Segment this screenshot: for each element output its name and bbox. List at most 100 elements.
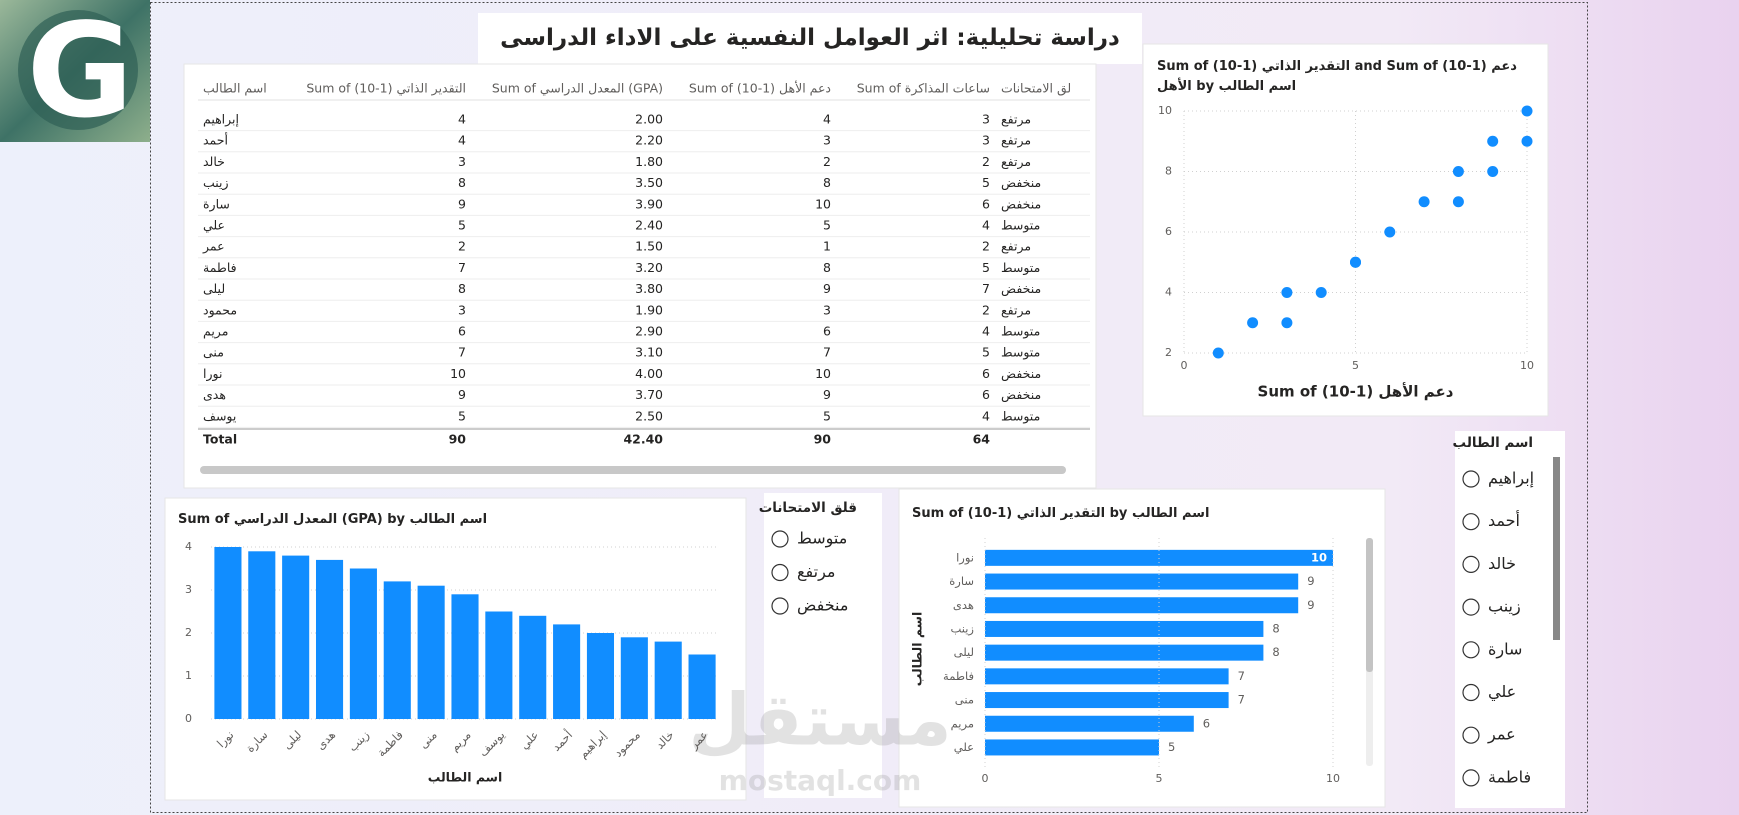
slicer-item[interactable]: متوسط <box>797 529 847 549</box>
radio[interactable] <box>1462 598 1480 616</box>
cell: منخفض <box>1001 387 1041 403</box>
cell: 7 <box>823 345 831 360</box>
slicer-item[interactable]: عمر <box>1487 725 1516 745</box>
point <box>1418 196 1430 208</box>
total-cell: 90 <box>449 432 467 447</box>
radio[interactable] <box>1462 555 1480 574</box>
cell: مرتفع <box>1001 154 1031 170</box>
cell: 5 <box>458 218 466 233</box>
x-axis-title: اسم الطالب <box>428 770 503 785</box>
cell: 2.20 <box>635 133 663 148</box>
radio[interactable] <box>1462 769 1480 787</box>
y-axis-title: اسم الطالب <box>910 612 925 687</box>
radio[interactable] <box>1462 683 1480 702</box>
radio[interactable] <box>1462 470 1480 488</box>
logo: G <box>27 0 134 147</box>
cell: 2 <box>982 154 990 169</box>
x-axis-title: Sum of (10-1) دعم الأهل <box>1258 383 1454 401</box>
bar <box>985 668 1229 685</box>
x-tick-label: 10 <box>1326 772 1340 785</box>
radio[interactable] <box>1462 641 1480 659</box>
cell: علي <box>203 218 225 233</box>
bar <box>620 637 648 719</box>
watermark: mostaql.com <box>719 764 922 797</box>
cell: متوسط <box>1001 218 1040 234</box>
slicer-item[interactable]: سارة <box>1488 639 1522 659</box>
scatter-card <box>1142 43 1549 417</box>
cell: 3 <box>982 112 990 127</box>
cell: مرتفع <box>1001 133 1031 149</box>
y-tick-label: 8 <box>1165 165 1172 178</box>
radio[interactable] <box>1462 726 1480 744</box>
slicer-item[interactable]: خالد <box>1488 554 1516 573</box>
cell: متوسط <box>1001 324 1040 340</box>
cell: 3 <box>823 302 831 317</box>
cell: منخفض <box>1001 196 1041 212</box>
bar <box>985 573 1299 590</box>
cell: 3.10 <box>635 345 663 360</box>
cell: 2.40 <box>635 218 663 233</box>
cell: خالد <box>203 154 225 169</box>
chart-title: Sum of (10-1) التقدير الذاتي by اسم الطا… <box>912 506 1210 521</box>
cell: 7 <box>982 281 990 296</box>
bar <box>519 615 547 719</box>
bar <box>654 641 682 719</box>
cell: 4 <box>458 112 466 127</box>
bar <box>985 715 1194 732</box>
cell: 3 <box>823 133 831 148</box>
total-cell: 42.40 <box>623 432 663 447</box>
y-tick-label: مريم <box>951 716 974 731</box>
cell: 3 <box>982 133 990 148</box>
total-cell: 90 <box>814 432 832 447</box>
point <box>1521 135 1533 147</box>
cell: 10 <box>450 366 466 381</box>
point <box>1452 196 1464 208</box>
table-card <box>183 63 1097 489</box>
radio[interactable] <box>771 563 789 582</box>
data-label: 5 <box>1168 740 1175 754</box>
slicer-item[interactable]: مرتفع <box>797 562 835 582</box>
slicer-title: قلق الامتحانات <box>759 500 857 516</box>
slicer-item[interactable]: إبراهيم <box>1488 469 1534 489</box>
cell: يوسف <box>203 408 237 424</box>
cell: 9 <box>458 387 466 402</box>
cell: 4.00 <box>635 366 663 381</box>
cell: 6 <box>458 324 466 339</box>
data-label: 6 <box>1203 716 1210 730</box>
cell: عمر <box>202 239 225 255</box>
bar <box>985 549 1333 566</box>
radio[interactable] <box>1462 513 1480 531</box>
title-box <box>478 13 1142 64</box>
slicer-item[interactable]: زينب <box>1488 597 1521 617</box>
scrollbar <box>200 466 1066 474</box>
cell: 2 <box>982 302 990 317</box>
bar <box>985 644 1264 661</box>
cell: 3.90 <box>635 196 663 211</box>
y-tick-label: 4 <box>185 540 192 553</box>
cell: 5 <box>982 175 990 190</box>
bar <box>586 633 615 719</box>
y-tick-label: علي <box>954 740 974 754</box>
cell: 9 <box>458 196 466 211</box>
point <box>1247 317 1259 329</box>
radio[interactable] <box>771 597 789 615</box>
total-cell: Total <box>203 432 237 447</box>
x-tick-label: 10 <box>1520 359 1534 372</box>
point <box>1212 347 1224 359</box>
column-header: لق الامتحانات <box>1001 81 1071 97</box>
column-header: اسم الطالب <box>203 81 267 97</box>
x-tick-label: 0 <box>1181 359 1188 372</box>
slicer-item[interactable]: أحمد <box>1488 510 1520 530</box>
cell: 2 <box>823 154 831 169</box>
cell: 10 <box>815 196 831 211</box>
slicer-item[interactable]: علي <box>1488 682 1516 702</box>
y-tick-label: هدى <box>953 598 974 612</box>
slicer-item[interactable]: منخفض <box>797 596 848 616</box>
radio[interactable] <box>771 530 789 548</box>
data-label: 7 <box>1238 669 1245 683</box>
cell: 1.80 <box>635 154 663 169</box>
slicer-item[interactable]: فاطمة <box>1488 767 1531 786</box>
y-tick-label: منى <box>955 693 974 707</box>
